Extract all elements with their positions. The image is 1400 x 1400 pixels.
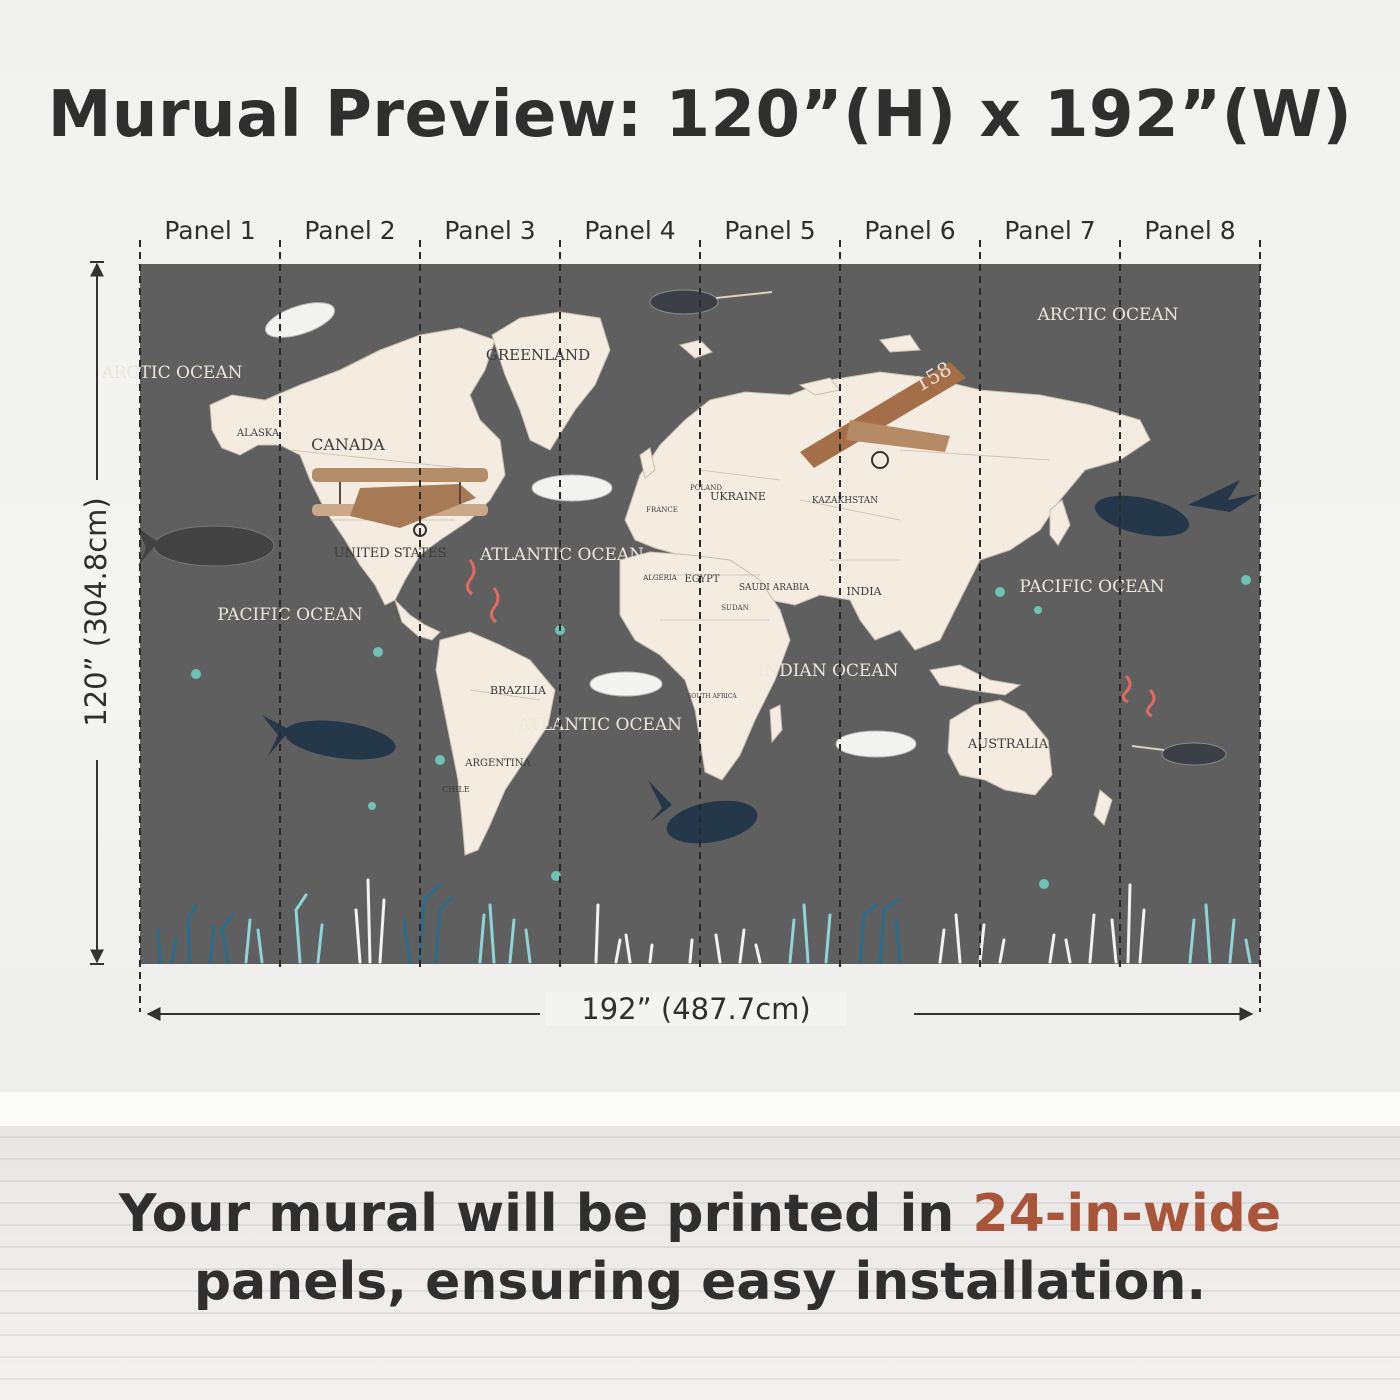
label-argentina: ARGENTINA: [464, 758, 531, 769]
panel-label-3: Panel 3: [444, 216, 536, 245]
label-algeria: ALGERIA: [642, 574, 677, 582]
japan-shape: [1049, 499, 1071, 546]
label-alaska: ALASKA: [236, 428, 280, 439]
whales: [138, 480, 1258, 844]
uk-shape: [639, 447, 656, 479]
seahorse-icon: [489, 587, 500, 624]
label-indian-ocean: INDIAN OCEAN: [758, 661, 899, 681]
continents: [209, 311, 1151, 856]
sperm-whale-icon: [138, 525, 275, 567]
width-dimension-label: 192” (487.7cm): [546, 992, 846, 1026]
coral-strip: [156, 878, 1252, 964]
greenland-shape: [491, 311, 611, 451]
label-canada: CANADA: [311, 435, 385, 454]
seahorses: [465, 559, 1156, 718]
label-united-states: UNITED STATES: [334, 546, 447, 561]
panel-label-4: Panel 4: [584, 216, 676, 245]
beluga-icon: [531, 474, 613, 502]
label-france: FRANCE: [646, 506, 678, 514]
label-australia: AUSTRALIA: [967, 737, 1049, 752]
label-poland: POLAND: [690, 484, 722, 492]
whale-icon: [1094, 480, 1258, 537]
jellyfish-icon: [373, 647, 383, 657]
jellyfish: [191, 575, 1251, 889]
narwhal-icon: [649, 289, 773, 315]
panel-seams: [139, 240, 1261, 1012]
label-kazakhstan: KAZAKHSTAN: [812, 496, 878, 506]
jellyfish-icon: [191, 669, 201, 679]
panel-label-1: Panel 1: [164, 216, 256, 245]
beluga-whales: [264, 302, 917, 758]
label-sudan: SUDAN: [721, 604, 749, 612]
beluga-icon: [589, 671, 663, 697]
jellyfish-icon: [435, 755, 445, 765]
height-dimension-label: 120” (304.8cm): [79, 497, 113, 727]
seahorse-icon: [1121, 674, 1132, 704]
panel-label-7: Panel 7: [1004, 216, 1096, 245]
panel-label-5: Panel 5: [724, 216, 816, 245]
australia-shape: [947, 699, 1053, 796]
narwhal-icon: [1131, 742, 1227, 766]
country-labels: GREENLAND ALASKA CANADA UNITED STATES BR…: [236, 346, 1049, 794]
label-ukraine: UKRAINE: [710, 490, 766, 503]
jellyfish-icon: [995, 587, 1005, 597]
country-borders: [289, 449, 1051, 761]
jellyfish-icon: [1039, 879, 1049, 889]
label-greenland: GREENLAND: [486, 346, 590, 364]
seahorse-icon: [465, 559, 476, 596]
panel-label-2: Panel 2: [304, 216, 396, 245]
label-arctic-ocean-right: ARCTIC OCEAN: [1036, 305, 1178, 325]
tagline-accent: 24-in-wide: [972, 1184, 1282, 1244]
label-chile: CHILE: [442, 785, 470, 794]
tagline-part1: Your mural will be printed in: [118, 1184, 973, 1244]
panel-info-text: Your mural will be printed in 24-in-wide…: [0, 1180, 1400, 1316]
label-brazilia: BRAZILIA: [490, 684, 547, 697]
jellyfish-icon: [1034, 606, 1042, 614]
wooden-floor: [0, 1126, 1400, 1400]
south-america-shape: [435, 631, 556, 856]
label-india: INDIA: [846, 585, 882, 598]
whale-icon: [262, 715, 396, 760]
beluga-icon: [835, 730, 917, 758]
madagascar-shape: [769, 704, 783, 744]
seahorse-icon: [1145, 688, 1156, 718]
height-dimension-line: [90, 261, 104, 965]
jellyfish-icon: [551, 871, 561, 881]
biplane-icon: [312, 468, 488, 537]
label-pacific-ocean-right: PACIFIC OCEAN: [1019, 577, 1164, 597]
label-arctic-ocean-left: ARCTIC OCEAN: [100, 363, 242, 383]
narwhals: [649, 289, 1227, 766]
beluga-icon: [264, 302, 336, 338]
panel-label-8: Panel 8: [1144, 216, 1236, 245]
label-pacific-ocean-left: PACIFIC OCEAN: [217, 605, 362, 625]
label-atlantic-ocean-south: ATLANTIC OCEAN: [517, 715, 682, 735]
africa-shape: [619, 551, 791, 781]
tagline-part2: panels, ensuring easy installation.: [193, 1252, 1207, 1312]
jellyfish-icon: [1241, 575, 1251, 585]
preview-title: Murual Preview: 120”(H) x 192”(W): [47, 78, 1353, 152]
label-atlantic-ocean-north: ATLANTIC OCEAN: [479, 545, 644, 565]
north-america-shape: [209, 327, 506, 606]
new-zealand-shape: [1093, 789, 1113, 826]
whale-icon: [648, 780, 758, 844]
jellyfish-icon: [368, 802, 376, 810]
label-egypt: EGYPT: [684, 574, 719, 585]
label-saudi-arabia: SAUDI ARABIA: [739, 583, 810, 593]
baseboard: [0, 1092, 1400, 1127]
ocean-labels: ARCTIC OCEAN ARCTIC OCEAN PACIFIC OCEAN …: [100, 305, 1178, 735]
panel-label-6: Panel 6: [864, 216, 956, 245]
label-south-africa: SOUTH AFRICA: [687, 693, 737, 700]
central-america-shape: [394, 599, 441, 641]
indonesia-shape: [929, 664, 1022, 696]
